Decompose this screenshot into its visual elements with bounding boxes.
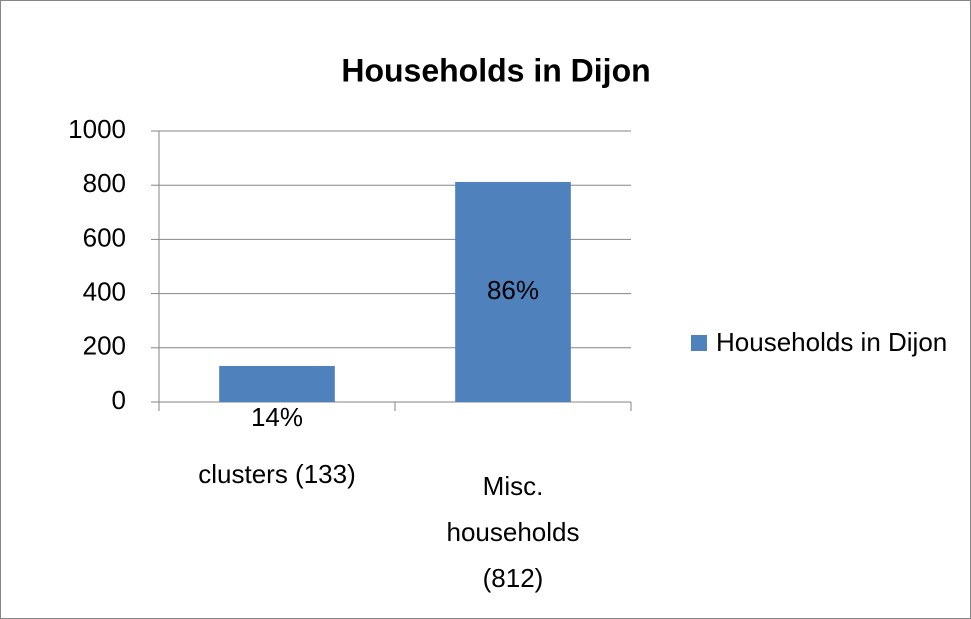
y-tick-label: 800 — [83, 168, 126, 198]
bar — [455, 181, 571, 402]
bar — [219, 365, 335, 402]
y-tick-label: 0 — [112, 385, 126, 415]
bar-annotation: 86% — [487, 275, 539, 305]
bar-annotation: 14% — [251, 402, 303, 432]
y-tick-label: 200 — [83, 331, 126, 361]
y-tick-label: 400 — [83, 276, 126, 306]
chart-title: Households in Dijon — [341, 52, 650, 88]
y-tick-label: 1000 — [68, 114, 126, 144]
legend-label: Households in Dijon — [716, 327, 948, 357]
x-tick-label: clusters (133) — [198, 459, 356, 489]
legend-swatch — [691, 335, 707, 351]
x-tick-label: Misc. households (812) — [446, 471, 580, 593]
y-tick-label: 600 — [83, 222, 126, 252]
